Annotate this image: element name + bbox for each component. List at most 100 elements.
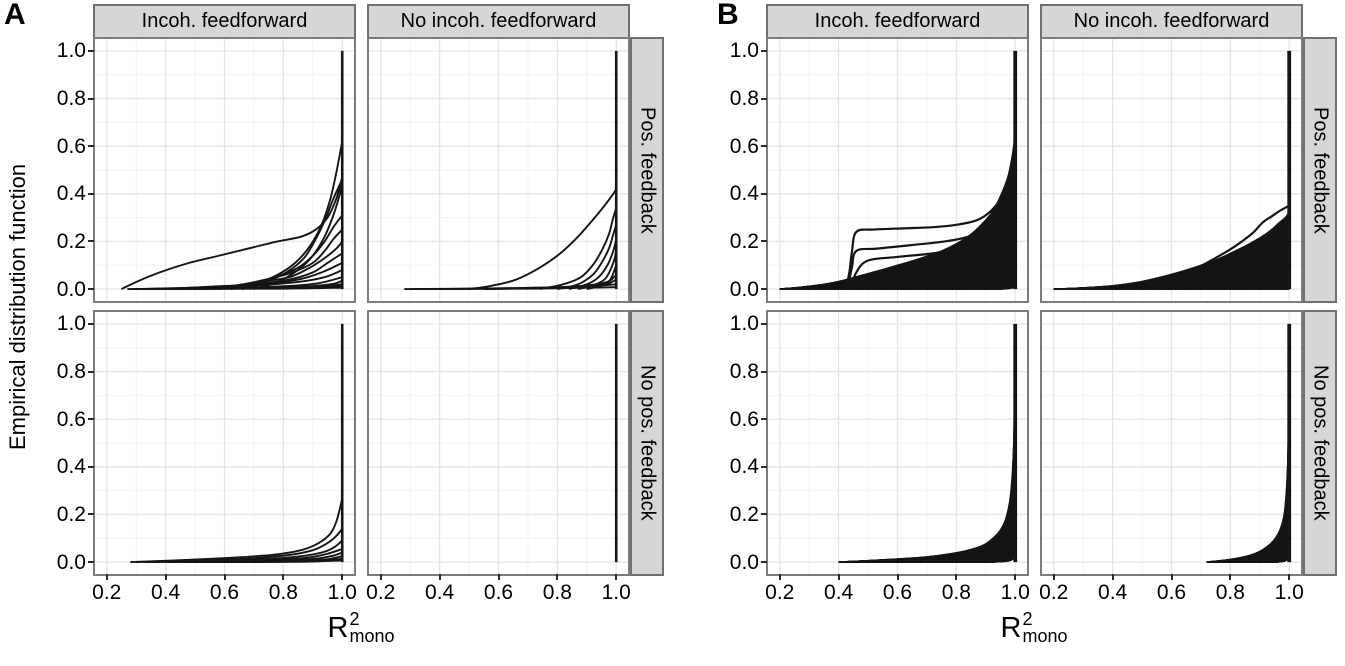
plot-A-no-incoh-ff-pos-fb [367, 37, 630, 303]
x-tick-mark [164, 574, 167, 580]
ecdf-bundle [838, 352, 1016, 563]
y-tick-label: 0.6 [56, 134, 86, 158]
y-tick-label: 0.8 [56, 87, 86, 111]
y-tick-label: 0.4 [56, 455, 86, 479]
x-tick-label: 0.6 [483, 581, 514, 604]
x-tick-mark [1229, 574, 1232, 580]
y-tick-mark [761, 192, 767, 195]
y-tick-label: 1.0 [56, 312, 86, 336]
x-tick-label: 0.4 [425, 581, 455, 604]
facet-strip-col-incoh-feedforward: Incoh. feedforward [93, 4, 356, 39]
y-tick-label: 1.0 [729, 312, 759, 336]
gridlines [369, 39, 628, 301]
y-tick-label: 0.8 [729, 87, 759, 111]
y-tick-label: 0.8 [729, 360, 759, 384]
plot-A-incoh-ff-pos-fb [93, 37, 356, 303]
x-tick-label: 0.4 [824, 581, 854, 604]
panel-B: B Incoh. feedforward No incoh. feedforwa… [673, 0, 1345, 666]
x-tick-label: 1.0 [1000, 581, 1030, 604]
y-tick-mark [88, 322, 94, 325]
x-tick-mark [223, 574, 226, 580]
x-tick-label: 0.6 [209, 581, 240, 604]
y-tick-label: 0.2 [56, 229, 86, 253]
y-tick-mark [761, 240, 767, 243]
x-tick-mark [837, 574, 840, 580]
y-tick-mark [761, 418, 767, 421]
y-tick-mark [88, 513, 94, 516]
y-tick-label: 0.0 [729, 550, 759, 574]
x-axis-title: R 2 mono [231, 610, 491, 648]
x-axis-title-base: R [327, 612, 349, 644]
x-tick-label: 0.2 [765, 581, 795, 604]
ecdf-curves [1153, 204, 1290, 291]
facet-strip-col-incoh-feedforward: Incoh. feedforward [766, 4, 1029, 39]
x-tick-label: 0.8 [268, 581, 298, 604]
x-tick-mark [282, 574, 285, 580]
ecdf-curve [121, 176, 344, 290]
panel-B-label: B [717, 0, 739, 31]
y-tick-mark [761, 322, 767, 325]
y-tick-label: 1.0 [56, 39, 86, 63]
y-tick-label: 0.4 [729, 182, 759, 206]
ecdf-bundle [779, 134, 1016, 290]
x-axis-title-base: R [1000, 612, 1022, 644]
y-tick-mark [761, 465, 767, 468]
y-tick-mark [88, 561, 94, 564]
ecdf-curve [130, 497, 344, 564]
ecdf-curve [230, 141, 344, 291]
x-tick-mark [778, 574, 781, 580]
facet-strip-row-no-pos-feedback: No pos. feedback [630, 310, 664, 576]
ecdf-bundle-curve [1206, 366, 1290, 563]
y-tick-label: 0.8 [56, 360, 86, 384]
x-tick-mark [438, 574, 441, 580]
x-tick-label: 1.0 [601, 581, 631, 604]
ecdf-bundle [1206, 366, 1290, 563]
x-tick-label: 0.4 [151, 581, 181, 604]
x-axis-title-subscript: mono [1022, 626, 1068, 647]
y-tick-mark [761, 97, 767, 100]
ecdf-curve [127, 286, 343, 291]
ecdf-curves [121, 141, 344, 291]
y-tick-mark [761, 561, 767, 564]
x-tick-mark [556, 574, 559, 580]
y-tick-mark [88, 240, 94, 243]
y-tick-label: 0.2 [729, 229, 759, 253]
x-tick-mark [1052, 574, 1055, 580]
x-tick-mark [896, 574, 899, 580]
gridlines [95, 312, 354, 574]
x-tick-mark [341, 574, 344, 580]
ecdf-curve [861, 193, 1017, 291]
x-tick-mark [615, 574, 618, 580]
panel-A: A Empirical distribution function Incoh.… [0, 0, 672, 666]
ecdf-curve [468, 188, 618, 291]
plot-A-no-incoh-ff-no-pos-fb [367, 310, 630, 576]
x-tick-mark [105, 574, 108, 580]
ecdf-bundle [1053, 211, 1290, 290]
y-tick-label: 0.0 [729, 277, 759, 301]
plot-B-no-incoh-ff-pos-fb [1040, 37, 1303, 303]
y-tick-label: 0.0 [56, 277, 86, 301]
y-tick-mark [88, 97, 94, 100]
x-tick-label: 0.4 [1098, 581, 1128, 604]
x-tick-mark [379, 574, 382, 580]
y-axis-title: Empirical distribution function [5, 163, 30, 450]
gridlines [1042, 312, 1301, 574]
ecdf-curve [557, 224, 618, 291]
x-tick-mark [1111, 574, 1114, 580]
y-tick-label: 0.6 [729, 134, 759, 158]
y-tick-mark [88, 288, 94, 291]
x-tick-label: 0.2 [1039, 581, 1069, 604]
ecdf-curve [1153, 204, 1290, 291]
gridlines [369, 312, 628, 574]
x-tick-label: 0.8 [542, 581, 572, 604]
y-tick-mark [761, 49, 767, 52]
y-tick-mark [761, 145, 767, 148]
x-tick-label: 0.6 [1156, 581, 1187, 604]
y-tick-label: 0.0 [56, 550, 86, 574]
y-tick-label: 0.4 [56, 182, 86, 206]
y-tick-mark [88, 49, 94, 52]
y-tick-label: 0.4 [729, 455, 759, 479]
y-tick-label: 0.2 [56, 502, 86, 526]
x-tick-label: 0.2 [366, 581, 396, 604]
